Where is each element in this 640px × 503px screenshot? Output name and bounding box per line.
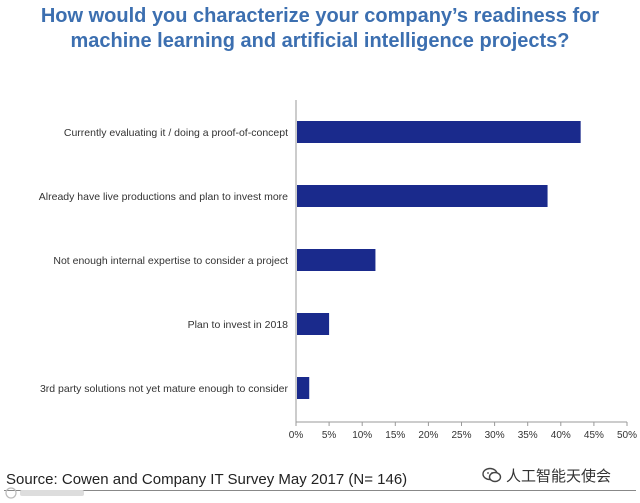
x-tick-label: 40% [551, 430, 571, 441]
category-label: Already have live productions and plan t… [39, 191, 288, 203]
x-tick-label: 10% [352, 430, 372, 441]
bar [297, 377, 310, 399]
chart-title-line-2: machine learning and artificial intellig… [70, 30, 570, 52]
watermark-label: 人工智能天使会 [506, 468, 612, 485]
bar [297, 121, 581, 143]
x-tick-label: 5% [322, 430, 337, 441]
category-label: Plan to invest in 2018 [188, 319, 289, 331]
x-tick-label: 35% [518, 430, 538, 441]
chart-title-line-1: How would you characterize your company’… [40, 5, 600, 27]
bar [297, 185, 548, 207]
bar [297, 249, 376, 271]
corner-watermark-logo [5, 487, 84, 499]
category-label: Not enough internal expertise to conside… [53, 255, 288, 267]
x-tick-label: 20% [418, 430, 438, 441]
category-label: 3rd party solutions not yet mature enoug… [40, 383, 289, 395]
source-note: Source: Cowen and Company IT Survey May … [6, 471, 408, 488]
bar [297, 313, 330, 335]
x-tick-label: 15% [385, 430, 405, 441]
x-tick-label: 25% [451, 430, 471, 441]
x-tick-label: 30% [485, 430, 505, 441]
category-label: Currently evaluating it / doing a proof-… [64, 127, 288, 139]
x-tick-label: 45% [584, 430, 604, 441]
x-tick-label: 0% [289, 430, 304, 441]
x-tick-label: 50% [617, 430, 637, 441]
bottom-divider [4, 490, 636, 491]
wechat-icon [482, 467, 502, 483]
chart-title: How would you characterize your company’… [0, 4, 640, 54]
